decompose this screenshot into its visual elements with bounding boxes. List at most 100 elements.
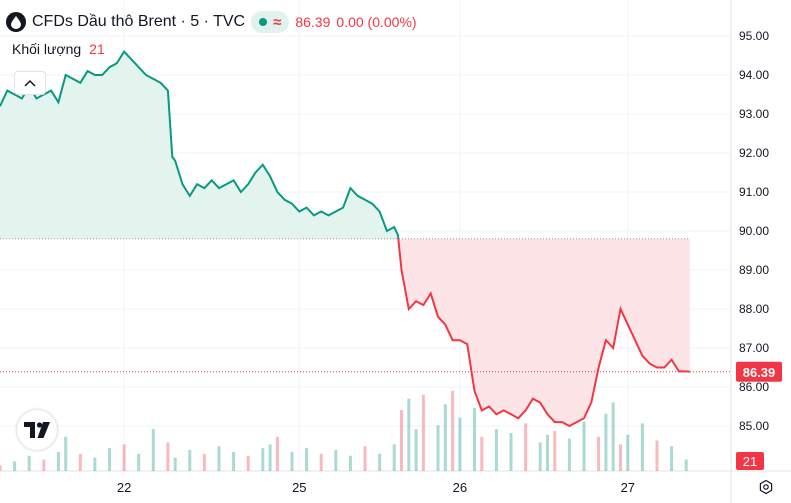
market-status-dot-icon xyxy=(259,18,268,26)
volume-bar xyxy=(56,451,60,471)
volume-bar xyxy=(202,453,206,471)
volume-bar xyxy=(509,432,513,471)
volume-bar xyxy=(407,398,411,471)
y-tick-label: 89.00 xyxy=(739,263,769,277)
chart-settings-button[interactable] xyxy=(757,478,775,496)
price-line-below xyxy=(397,238,690,428)
volume-bar xyxy=(173,457,177,471)
price-line-above xyxy=(0,49,400,239)
volume-bar xyxy=(334,450,338,471)
x-tick-label: 27 xyxy=(621,480,635,495)
volume-bar xyxy=(524,423,528,471)
volume-bar xyxy=(553,431,557,471)
gear-icon xyxy=(759,479,773,495)
volume-bar xyxy=(268,444,272,471)
volume-bar xyxy=(78,453,82,471)
time-axis[interactable]: 22 25 26 27 xyxy=(117,480,635,495)
volume-bar xyxy=(684,459,688,471)
volume-bar xyxy=(246,455,250,471)
volume-bar xyxy=(611,402,615,471)
volume-bar xyxy=(392,444,396,471)
tradingview-logo-icon[interactable] xyxy=(17,410,57,450)
volume-bar xyxy=(494,429,498,471)
current-price: 86.39 xyxy=(295,14,331,30)
volume-bar xyxy=(13,461,17,471)
volume-legend[interactable]: Khối lượng 21 xyxy=(12,41,105,57)
last-price-label: 86.39 xyxy=(743,365,776,380)
volume-bar xyxy=(188,450,192,471)
volume-bar xyxy=(567,438,571,471)
volume-bar xyxy=(604,413,608,471)
volume-bar xyxy=(414,429,418,471)
y-tick-label: 92.00 xyxy=(739,146,769,160)
volume-bar xyxy=(42,459,46,471)
volume-bar xyxy=(137,453,141,471)
volume-bar xyxy=(640,423,644,471)
volume-bar xyxy=(348,455,352,471)
x-tick-label: 26 xyxy=(453,480,467,495)
y-tick-label: 94.00 xyxy=(739,68,769,82)
volume-bar xyxy=(93,457,97,471)
volume-bar xyxy=(400,410,403,471)
volume-bar xyxy=(597,436,601,471)
delayed-data-icon: ≈ xyxy=(273,13,282,31)
y-tick-label: 93.00 xyxy=(739,107,769,121)
symbol-title[interactable]: CFDs Dầu thô Brent · 5 · TVC xyxy=(32,13,246,30)
volume-bar xyxy=(27,455,31,471)
volume-bar xyxy=(655,440,659,471)
market-status-badge[interactable]: ≈ xyxy=(251,11,290,33)
y-tick-label: 91.00 xyxy=(739,185,769,199)
volume-bar xyxy=(64,436,68,471)
last-volume-badge xyxy=(736,452,764,470)
tv-logo-mark xyxy=(24,422,50,438)
volume-bar xyxy=(217,446,221,471)
area-fill-above xyxy=(0,51,690,239)
volume-bar xyxy=(546,434,549,471)
volume-bar xyxy=(436,425,440,471)
volume-value: 21 xyxy=(89,41,105,57)
volume-bar xyxy=(480,436,484,471)
x-tick-label: 25 xyxy=(292,480,306,495)
volume-bar xyxy=(0,465,2,471)
last-value-labels: 86.39 21 xyxy=(736,361,782,470)
y-tick-label: 88.00 xyxy=(739,302,769,316)
volume-bar xyxy=(290,451,294,471)
volume-bar xyxy=(363,446,367,471)
y-tick-label: 87.00 xyxy=(739,341,769,355)
volume-bar xyxy=(275,436,279,471)
price-area xyxy=(0,49,730,428)
x-tick-label: 22 xyxy=(117,480,131,495)
volume-bar xyxy=(378,453,382,471)
volume-bar xyxy=(443,404,447,471)
volume-bars xyxy=(0,391,688,471)
last-volume-label: 21 xyxy=(743,454,757,469)
collapse-legend-button[interactable] xyxy=(14,71,46,95)
area-fill-below xyxy=(398,238,690,426)
volume-bar xyxy=(619,444,622,471)
volume-bar xyxy=(319,453,323,471)
volume-bar xyxy=(458,417,462,471)
volume-bar xyxy=(582,421,586,471)
volume-bar xyxy=(232,451,236,471)
volume-bar xyxy=(473,408,476,471)
volume-bar xyxy=(166,442,170,471)
y-tick-label: 95.00 xyxy=(739,29,769,43)
volume-label: Khối lượng xyxy=(12,41,82,57)
symbol-legend[interactable]: CFDs Dầu thô Brent · 5 · TVC ≈ 86.39 0.0… xyxy=(6,9,417,35)
price-change: 0.00 (0.00%) xyxy=(336,14,417,30)
volume-bar xyxy=(538,442,542,471)
y-tick-label: 85.00 xyxy=(739,419,769,433)
volume-bar xyxy=(626,434,630,471)
volume-bar xyxy=(261,448,265,471)
volume-bar xyxy=(451,391,455,471)
volume-bar xyxy=(122,444,126,471)
volume-bar xyxy=(108,448,111,471)
volume-bar xyxy=(151,429,155,471)
y-tick-label: 90.00 xyxy=(739,224,769,238)
last-price-badge xyxy=(736,361,782,382)
chevron-up-icon xyxy=(24,79,36,87)
volume-bar xyxy=(421,394,425,471)
oil-drop-icon xyxy=(6,12,26,32)
price-axis[interactable]: 95.00 94.00 93.00 92.00 91.00 90.00 89.00 88.00… xyxy=(739,29,769,433)
